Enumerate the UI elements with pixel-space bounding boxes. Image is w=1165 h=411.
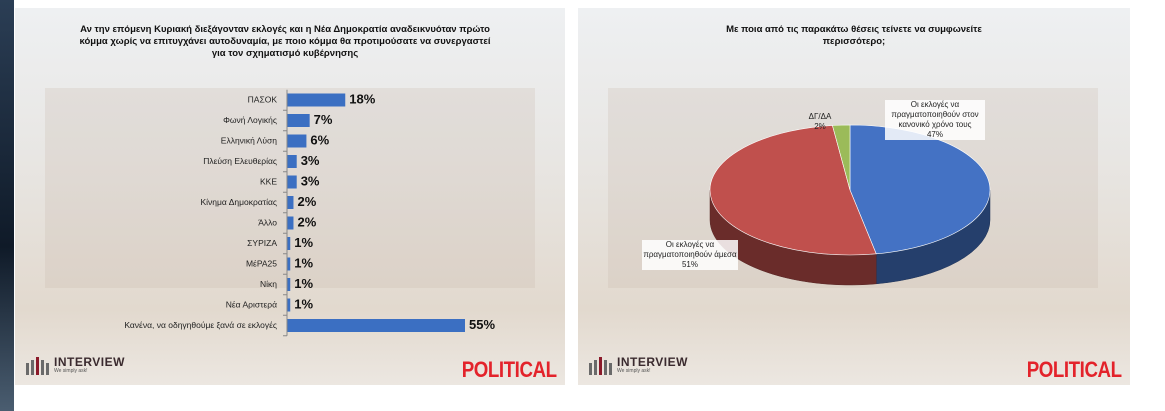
category-label: ΚΚΕ <box>260 176 277 186</box>
bar <box>287 278 291 291</box>
client-logo: POLITICAL <box>462 357 557 382</box>
bar <box>287 155 297 168</box>
client-logo: POLITICAL <box>1027 357 1122 382</box>
category-label: Νέα Αριστερά <box>226 299 277 309</box>
slide: Αν την επόμενη Κυριακή διεξάγονταν εκλογ… <box>15 8 565 385</box>
pie-slice <box>832 124 851 191</box>
value-label: 47% <box>926 130 943 139</box>
category-label: ΣΥΡΙΖΑ <box>247 238 277 248</box>
bar <box>287 134 307 148</box>
chart <box>709 124 991 286</box>
category-label: Νίκη <box>260 279 277 289</box>
category-label: Πλεύση Ελευθερίας <box>203 156 277 166</box>
slide: Με ποια από τις παρακάτω θέσεις τείνετε … <box>578 8 1130 385</box>
tagline: We simply ask! <box>54 368 88 374</box>
value-label: 55% <box>469 317 495 332</box>
category-label: Άλλο <box>258 217 277 227</box>
value-label: 2% <box>297 214 316 229</box>
category-label: Ελληνική Λύση <box>221 135 277 145</box>
bar <box>287 93 346 107</box>
value-label: 6% <box>310 132 329 147</box>
bar <box>287 196 294 209</box>
tagline: We simply ask! <box>617 368 651 374</box>
slice-label: Οι εκλογές να πραγματοποιηθούν στον κανο… <box>891 100 979 129</box>
pie-slice <box>709 125 877 256</box>
bar <box>287 257 291 271</box>
value-label: 1% <box>294 276 313 291</box>
company-name: INTERVIEW <box>617 355 688 369</box>
value-label: 1% <box>294 296 313 311</box>
side-strip <box>0 0 14 411</box>
chart-title: Αν την επόμενη Κυριακή διεξάγονταν εκλογ… <box>79 24 491 59</box>
logo-icon <box>26 357 49 375</box>
chart-title: Με ποια από τις παρακάτω θέσεις τείνετε … <box>726 24 982 47</box>
company-name: INTERVIEW <box>54 355 125 369</box>
logo: INTERVIEW We simply ask! <box>588 355 688 375</box>
data-label: Οι εκλογές να πραγματοποιηθούν άμεσα 51% <box>642 240 738 270</box>
value-label: 3% <box>301 173 320 188</box>
slice-label: ΔΓ/ΔΑ <box>808 112 832 121</box>
category-label: Κανένα, να οδηγηθούμε ξανά σε εκλογές <box>124 320 277 330</box>
bar <box>287 237 291 250</box>
category-label: ΜέΡΑ25 <box>246 258 277 268</box>
data-label: ΔΓ/ΔΑ 2% <box>790 112 850 132</box>
value-label: 1% <box>294 255 313 270</box>
value-label: 1% <box>294 235 313 250</box>
logo-icon <box>589 357 612 375</box>
value-label: 2% <box>297 194 316 209</box>
category-label: Φωνή Λογικής <box>223 115 277 125</box>
bar <box>287 216 294 230</box>
logo: INTERVIEW We simply ask! <box>25 355 125 375</box>
bar <box>287 298 291 312</box>
category-label: ΠΑΣΟΚ <box>248 94 278 104</box>
slice-label: Οι εκλογές να πραγματοποιηθούν άμεσα <box>643 240 737 259</box>
value-label: 18% <box>349 91 375 106</box>
bar <box>287 319 465 332</box>
category-label: Κίνημα Δημοκρατίας <box>200 197 277 207</box>
data-label: Οι εκλογές να πραγματοποιηθούν στον κανο… <box>885 100 985 140</box>
bar <box>287 114 310 127</box>
value-label: 7% <box>314 112 333 127</box>
value-label: 2% <box>814 122 826 131</box>
value-label: 3% <box>301 153 320 168</box>
value-label: 51% <box>681 260 698 269</box>
bar <box>287 175 297 189</box>
chart: ΠΑΣΟΚ 18% Φωνή Λογικής 7% Ελληνική Λύση 6% Πλε… <box>124 89 495 337</box>
